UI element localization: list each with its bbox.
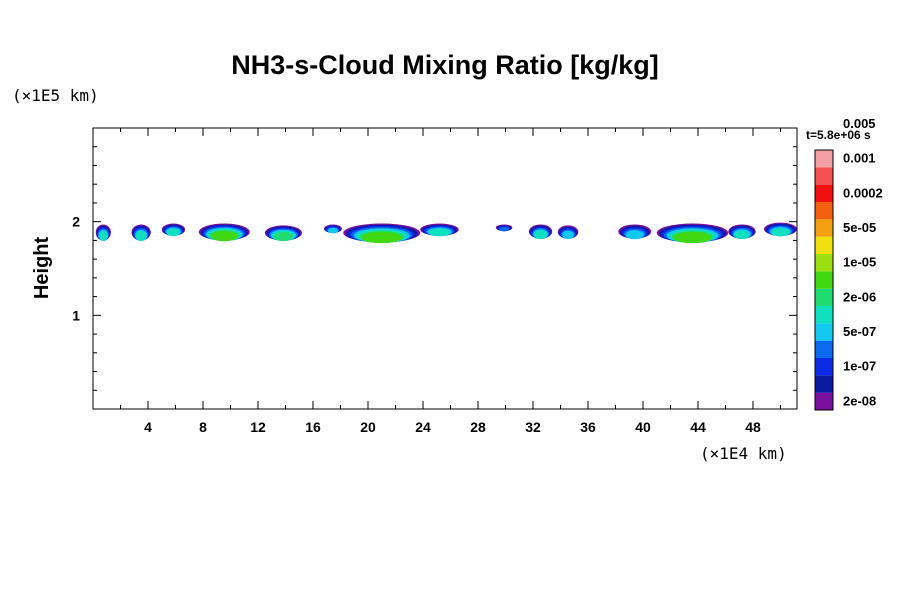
colorbar-frame — [814, 149, 834, 411]
cloud-patch — [764, 222, 797, 237]
cloud-contour — [734, 230, 750, 240]
x-tick-label: 20 — [360, 419, 376, 435]
cloud-contour — [327, 227, 338, 234]
colorbar-swatch — [815, 271, 833, 289]
x-tick-label: 28 — [470, 419, 486, 435]
x-tick-label: 44 — [690, 419, 706, 435]
cloud-patch — [618, 224, 652, 240]
colorbar-label: 1e-05 — [843, 255, 876, 270]
cloud-patch — [528, 224, 553, 240]
colorbar-label: 5e-07 — [843, 324, 876, 339]
cloud-patch — [324, 224, 342, 234]
cloud-contour — [211, 230, 238, 242]
colorbar: 2e-08 1e-07 5e-07 2e-06 1e-05 5e-05 0.0002 0.00… — [814, 116, 883, 411]
colorbar-label: 1e-07 — [843, 359, 876, 374]
colorbar-swatch — [815, 202, 833, 220]
cloud-patch — [161, 223, 186, 237]
x-tick-label: 24 — [415, 419, 431, 435]
cloud-patch — [656, 223, 729, 244]
colorbar-swatch — [815, 167, 833, 185]
y-tick-label: 2 — [72, 214, 80, 230]
cloud-patch — [420, 223, 459, 237]
colorbar-label: 0.001 — [843, 151, 876, 166]
x-tick-label: 4 — [144, 419, 152, 435]
cloud-contour — [625, 230, 644, 240]
cloud-contour — [135, 231, 147, 242]
colorbar-swatch — [815, 392, 833, 410]
colorbar-swatch — [815, 358, 833, 376]
cloud-patch — [557, 225, 579, 240]
colorbar-swatch — [815, 219, 833, 237]
x-tick-label: 8 — [199, 419, 207, 435]
cloud-contour — [273, 231, 294, 242]
cloud-patch — [198, 223, 250, 242]
y-axis-label: Height — [31, 237, 53, 300]
cloud-contour — [429, 228, 450, 237]
x-tick-label: 40 — [635, 419, 651, 435]
chart-title: NH3-s-Cloud Mixing Ratio [kg/kg] — [231, 50, 659, 80]
x-tick-label: 32 — [525, 419, 541, 435]
colorbar-label: 0.005 — [843, 116, 876, 131]
colorbar-label: 5e-05 — [843, 220, 876, 235]
colorbar-swatch — [815, 340, 833, 358]
colorbar-swatch — [815, 288, 833, 306]
colorbar-swatch — [815, 254, 833, 272]
y-tick-label: 1 — [72, 307, 80, 323]
cloud-patch — [264, 225, 302, 242]
cloud-contour — [99, 231, 108, 242]
x-tick-label: 16 — [305, 419, 321, 435]
x-tick-label: 48 — [745, 419, 761, 435]
plot-frame — [92, 127, 798, 410]
cloud-contour — [562, 230, 574, 240]
cloud-patch — [95, 224, 111, 242]
colorbar-label: 0.0002 — [843, 185, 883, 200]
cloud-contour — [673, 231, 712, 244]
cloud-contour — [771, 228, 790, 237]
cloud-contour — [534, 230, 547, 240]
colorbar-swatch — [815, 306, 833, 324]
colorbar-label: 2e-08 — [843, 393, 876, 408]
cloud-contour — [167, 228, 180, 237]
cloud-contour — [361, 231, 402, 244]
colorbar-swatch — [815, 184, 833, 202]
y-scale-label: (×1E5 km) — [12, 86, 99, 105]
colorbar-label: 2e-06 — [843, 289, 876, 304]
cloud-contour — [499, 226, 509, 232]
x-tick-label: 12 — [250, 419, 266, 435]
x-tick-label: 36 — [580, 419, 596, 435]
colorbar-swatch — [815, 375, 833, 393]
time-label: t=5.8e+06 s — [806, 128, 871, 142]
cloud-patch — [728, 224, 756, 240]
cloud-patch — [495, 224, 513, 232]
colorbar-swatch — [815, 323, 833, 341]
colorbar-swatch — [815, 150, 833, 168]
cloud-field — [95, 222, 797, 244]
cloud-patch — [343, 223, 421, 244]
colorbar-swatch — [815, 236, 833, 254]
x-scale-label: (×1E4 km) — [700, 444, 787, 463]
cloud-patch — [131, 224, 151, 242]
